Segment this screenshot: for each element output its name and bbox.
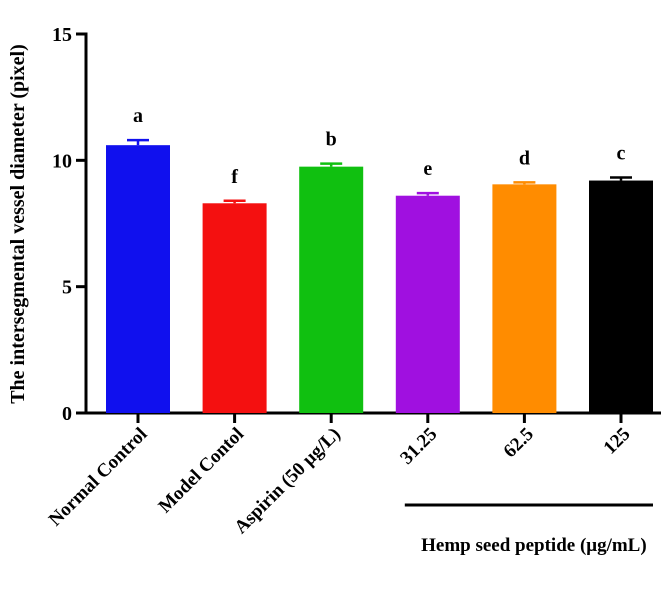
significance-label: a bbox=[133, 105, 143, 127]
y-tick-label-0: 0 bbox=[62, 403, 72, 425]
significance-label: c bbox=[617, 143, 626, 165]
group-label: Hemp seed peptide (μg/mL) bbox=[421, 535, 647, 556]
x-tick-label: 62.5 bbox=[500, 424, 538, 462]
significance-label: e bbox=[423, 158, 432, 180]
bar bbox=[589, 180, 653, 413]
y-tick-label-10: 10 bbox=[52, 150, 72, 172]
x-tick-label: Normal Control bbox=[45, 424, 152, 531]
significance-label: b bbox=[326, 129, 337, 151]
axes: 0 5 10 15 bbox=[52, 24, 661, 425]
significance-label: d bbox=[519, 147, 530, 169]
y-tick-label-5: 5 bbox=[62, 277, 72, 299]
bar bbox=[299, 166, 364, 413]
bar bbox=[492, 184, 557, 413]
y-tick-label-15: 15 bbox=[52, 24, 72, 46]
x-tick-label: 125 bbox=[600, 424, 635, 459]
bar bbox=[395, 195, 460, 413]
bar bbox=[106, 145, 170, 413]
significance-label: f bbox=[231, 166, 238, 188]
bar bbox=[202, 203, 267, 413]
x-tick-label: 31.25 bbox=[396, 424, 441, 469]
bars bbox=[106, 138, 653, 413]
y-axis-label: The intersegmental vessel diameter (pixe… bbox=[7, 44, 29, 404]
x-tick-label: Model Contol bbox=[155, 424, 249, 518]
x-tick-label: Aspirin (50 μg/L) bbox=[230, 424, 344, 538]
